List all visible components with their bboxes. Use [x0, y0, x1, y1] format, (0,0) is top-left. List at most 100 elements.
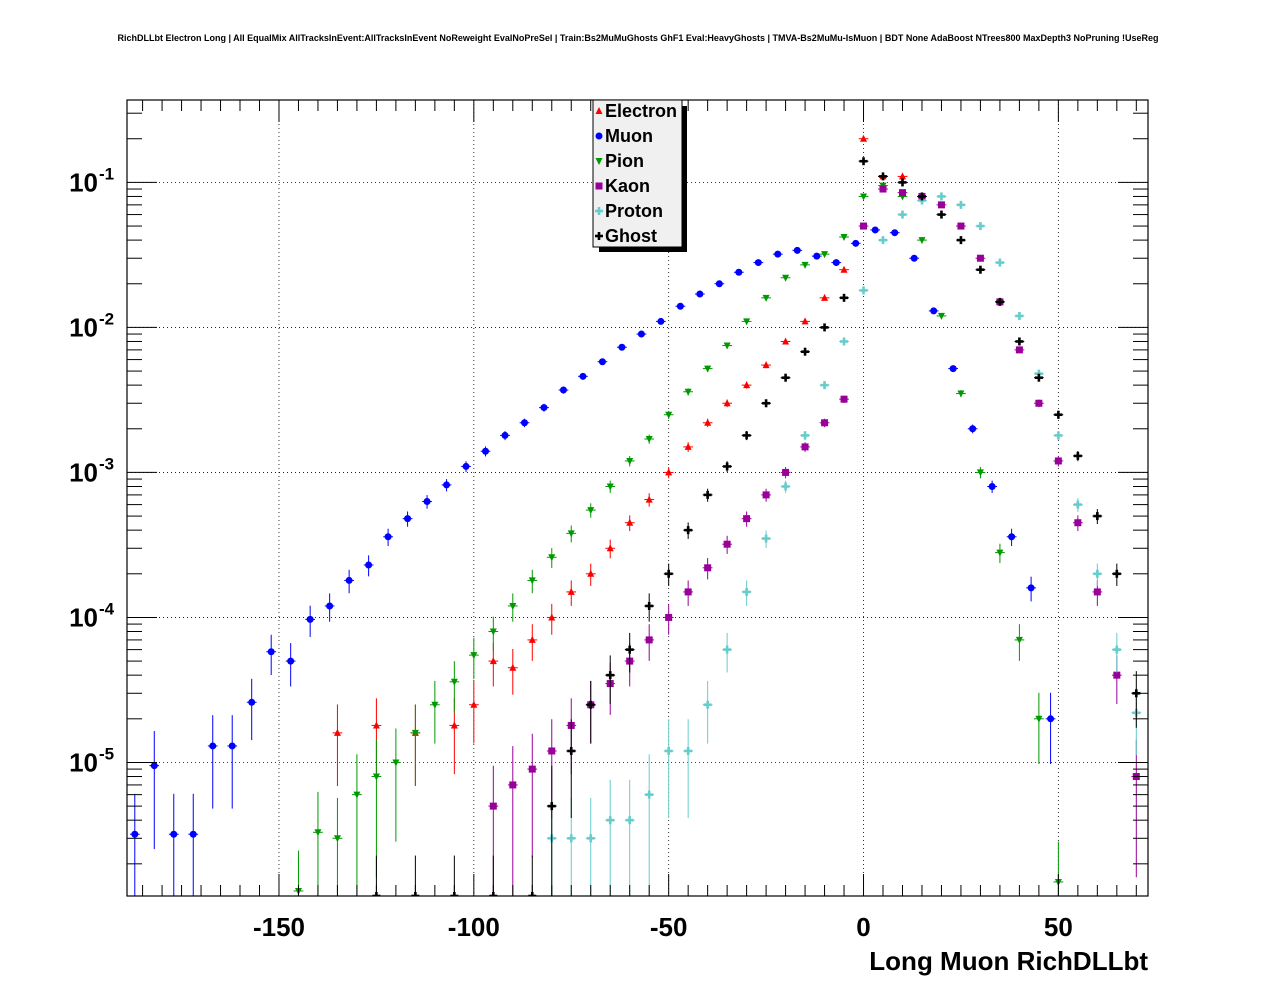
data-point	[782, 274, 790, 282]
data-point	[891, 229, 899, 237]
data-point	[1035, 399, 1043, 407]
x-tick-label: 0	[856, 912, 870, 942]
data-point	[957, 390, 965, 398]
data-point	[898, 178, 907, 187]
data-point	[664, 569, 673, 578]
x-tick-label: -150	[253, 912, 305, 942]
data-point	[567, 530, 575, 538]
data-point	[501, 431, 509, 439]
data-point	[781, 373, 790, 382]
data-point	[703, 490, 712, 499]
data-point	[657, 317, 665, 325]
data-point	[384, 533, 392, 541]
axis-ticks	[127, 100, 1148, 896]
data-point	[937, 192, 946, 201]
y-tick-label: 10	[69, 457, 98, 487]
data-point	[917, 192, 926, 201]
data-point	[676, 302, 684, 310]
data-point	[782, 337, 790, 345]
x-tick-label: -50	[650, 912, 688, 942]
legend-box	[592, 99, 683, 248]
data-point	[411, 729, 419, 737]
data-point	[684, 588, 692, 596]
data-point	[742, 431, 751, 440]
data-point	[606, 671, 615, 680]
data-point	[976, 254, 984, 262]
data-point	[333, 728, 341, 736]
data-point	[723, 645, 732, 654]
data-point	[956, 200, 965, 209]
data-point	[1015, 346, 1023, 354]
data-point	[820, 323, 829, 332]
data-point	[567, 834, 576, 843]
data-point	[606, 816, 615, 825]
data-point	[645, 495, 653, 503]
legend-label: Proton	[605, 201, 663, 221]
data-point	[813, 252, 821, 260]
data-point	[723, 540, 731, 548]
data-point	[840, 395, 848, 403]
data-point	[228, 742, 236, 750]
legend-marker	[595, 207, 603, 215]
data-point	[840, 234, 848, 242]
series-pion	[293, 182, 1064, 896]
data-point	[345, 576, 353, 584]
data-point	[871, 226, 879, 234]
data-point	[189, 830, 197, 838]
data-point	[957, 222, 965, 230]
data-point	[852, 239, 860, 247]
data-point	[131, 830, 139, 838]
data-point	[404, 515, 412, 523]
data-point	[1093, 588, 1101, 596]
data-point	[840, 293, 849, 302]
data-point	[762, 534, 771, 543]
data-point	[1112, 569, 1121, 578]
data-point	[306, 615, 314, 623]
data-point	[626, 457, 634, 465]
data-point	[684, 526, 693, 535]
legend-marker	[595, 107, 603, 114]
data-point	[742, 587, 751, 596]
y-tick-exponent: -2	[99, 309, 114, 328]
data-point	[1074, 519, 1082, 527]
data-point	[762, 491, 770, 499]
data-point	[626, 518, 634, 526]
legend-entry-pion: Pion	[595, 151, 644, 171]
data-point	[489, 657, 497, 665]
data-point	[840, 265, 848, 273]
data-point	[547, 802, 556, 811]
data-point	[801, 347, 810, 356]
y-tick-label: 10	[69, 747, 98, 777]
data-point	[209, 742, 217, 750]
data-point	[520, 419, 528, 427]
data-point	[1054, 457, 1062, 465]
data-point	[625, 645, 634, 654]
legend-label: Muon	[605, 126, 653, 146]
data-point	[586, 700, 595, 709]
data-point	[937, 201, 945, 209]
legend-marker	[595, 132, 603, 140]
data-point	[489, 628, 497, 636]
data-point	[170, 830, 178, 838]
legend-label: Kaon	[605, 176, 650, 196]
data-point	[774, 250, 782, 258]
data-point	[606, 544, 614, 552]
y-tick-labels: 10-510-410-310-210-1	[69, 164, 115, 777]
data-point	[860, 193, 868, 201]
data-point	[1047, 715, 1055, 723]
data-point	[793, 246, 801, 254]
data-point	[1015, 337, 1024, 346]
data-point	[482, 447, 490, 455]
data-point	[821, 293, 829, 301]
data-point	[704, 365, 712, 373]
data-point	[423, 498, 431, 506]
data-point	[898, 172, 906, 180]
legend-entry-kaon: Kaon	[595, 176, 650, 196]
data-point	[248, 698, 256, 706]
data-point	[267, 648, 275, 656]
data-point	[1093, 512, 1102, 521]
data-point	[995, 258, 1004, 267]
data-point	[665, 411, 673, 419]
legend-label: Electron	[605, 101, 677, 121]
